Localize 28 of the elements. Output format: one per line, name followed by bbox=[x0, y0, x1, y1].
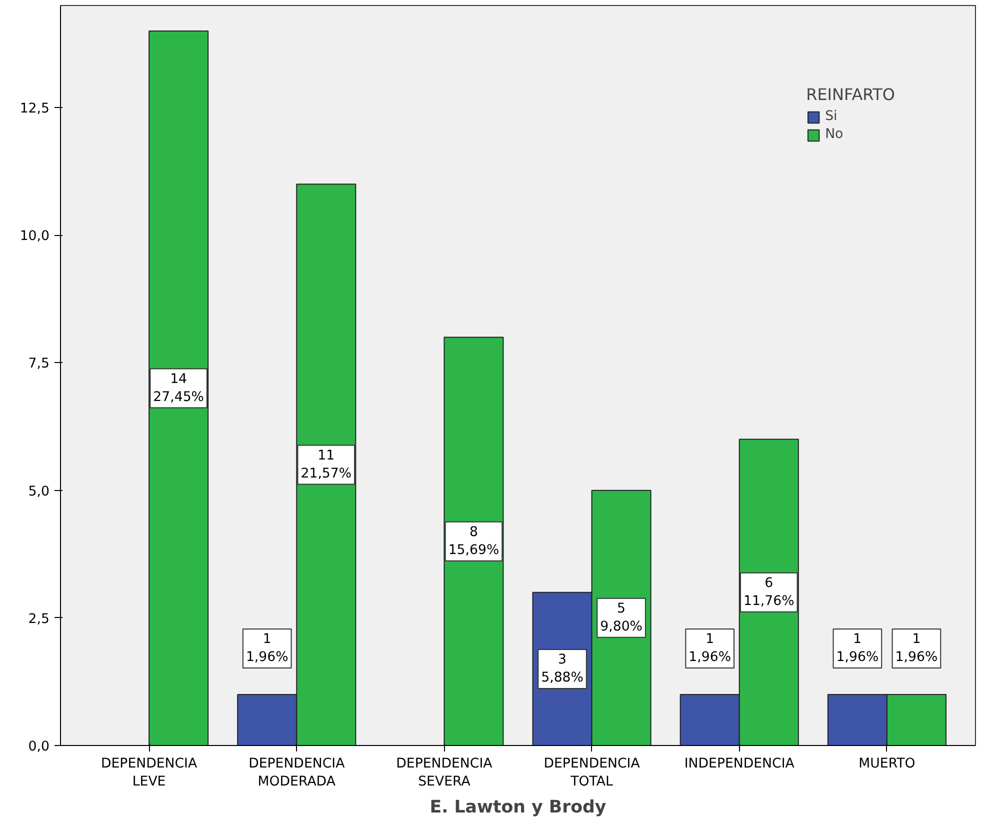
legend-label: Si bbox=[825, 109, 838, 124]
data-label: 3 5,88% bbox=[541, 652, 584, 686]
y-tick-label: 5,0 bbox=[28, 484, 50, 500]
y-tick-label: 7,5 bbox=[28, 356, 50, 372]
data-label: 8 15,69% bbox=[448, 524, 500, 558]
bar bbox=[444, 336, 504, 746]
data-label: 1 1,96% bbox=[836, 632, 879, 666]
data-label: 11 21,57% bbox=[300, 448, 352, 482]
data-label: 1 1,96% bbox=[688, 632, 732, 666]
y-tick-label: 2,5 bbox=[28, 612, 50, 627]
y-tick-label: 10,0 bbox=[20, 229, 50, 244]
x-tick-label: DEPENDENCIA SEVERA bbox=[396, 756, 492, 790]
legend-label: No bbox=[825, 127, 844, 142]
y-tick-label: 12,5 bbox=[20, 102, 50, 117]
data-label: 1 1,96% bbox=[246, 632, 288, 666]
data-label: 6 11,76% bbox=[743, 576, 794, 609]
x-tick-label: MUERTO bbox=[858, 756, 916, 772]
data-label: 5 9,80% bbox=[600, 601, 642, 634]
y-tick-label: 0,0 bbox=[28, 740, 50, 754]
x-tick-label: DEPENDENCIA MODERADA bbox=[248, 756, 345, 790]
bar bbox=[148, 30, 209, 746]
legend-title: REINFARTO bbox=[806, 85, 895, 104]
x-tick-label: INDEPENDENCIA bbox=[684, 756, 794, 772]
data-label: 1 1,96% bbox=[895, 632, 938, 666]
x-axis-title: E. Lawton y Brody bbox=[430, 798, 606, 818]
data-label: 14 27,45% bbox=[153, 372, 204, 405]
x-tick-label: DEPENDENCIA TOTAL bbox=[544, 756, 640, 790]
x-tick-label: DEPENDENCIA LEVE bbox=[100, 756, 198, 790]
